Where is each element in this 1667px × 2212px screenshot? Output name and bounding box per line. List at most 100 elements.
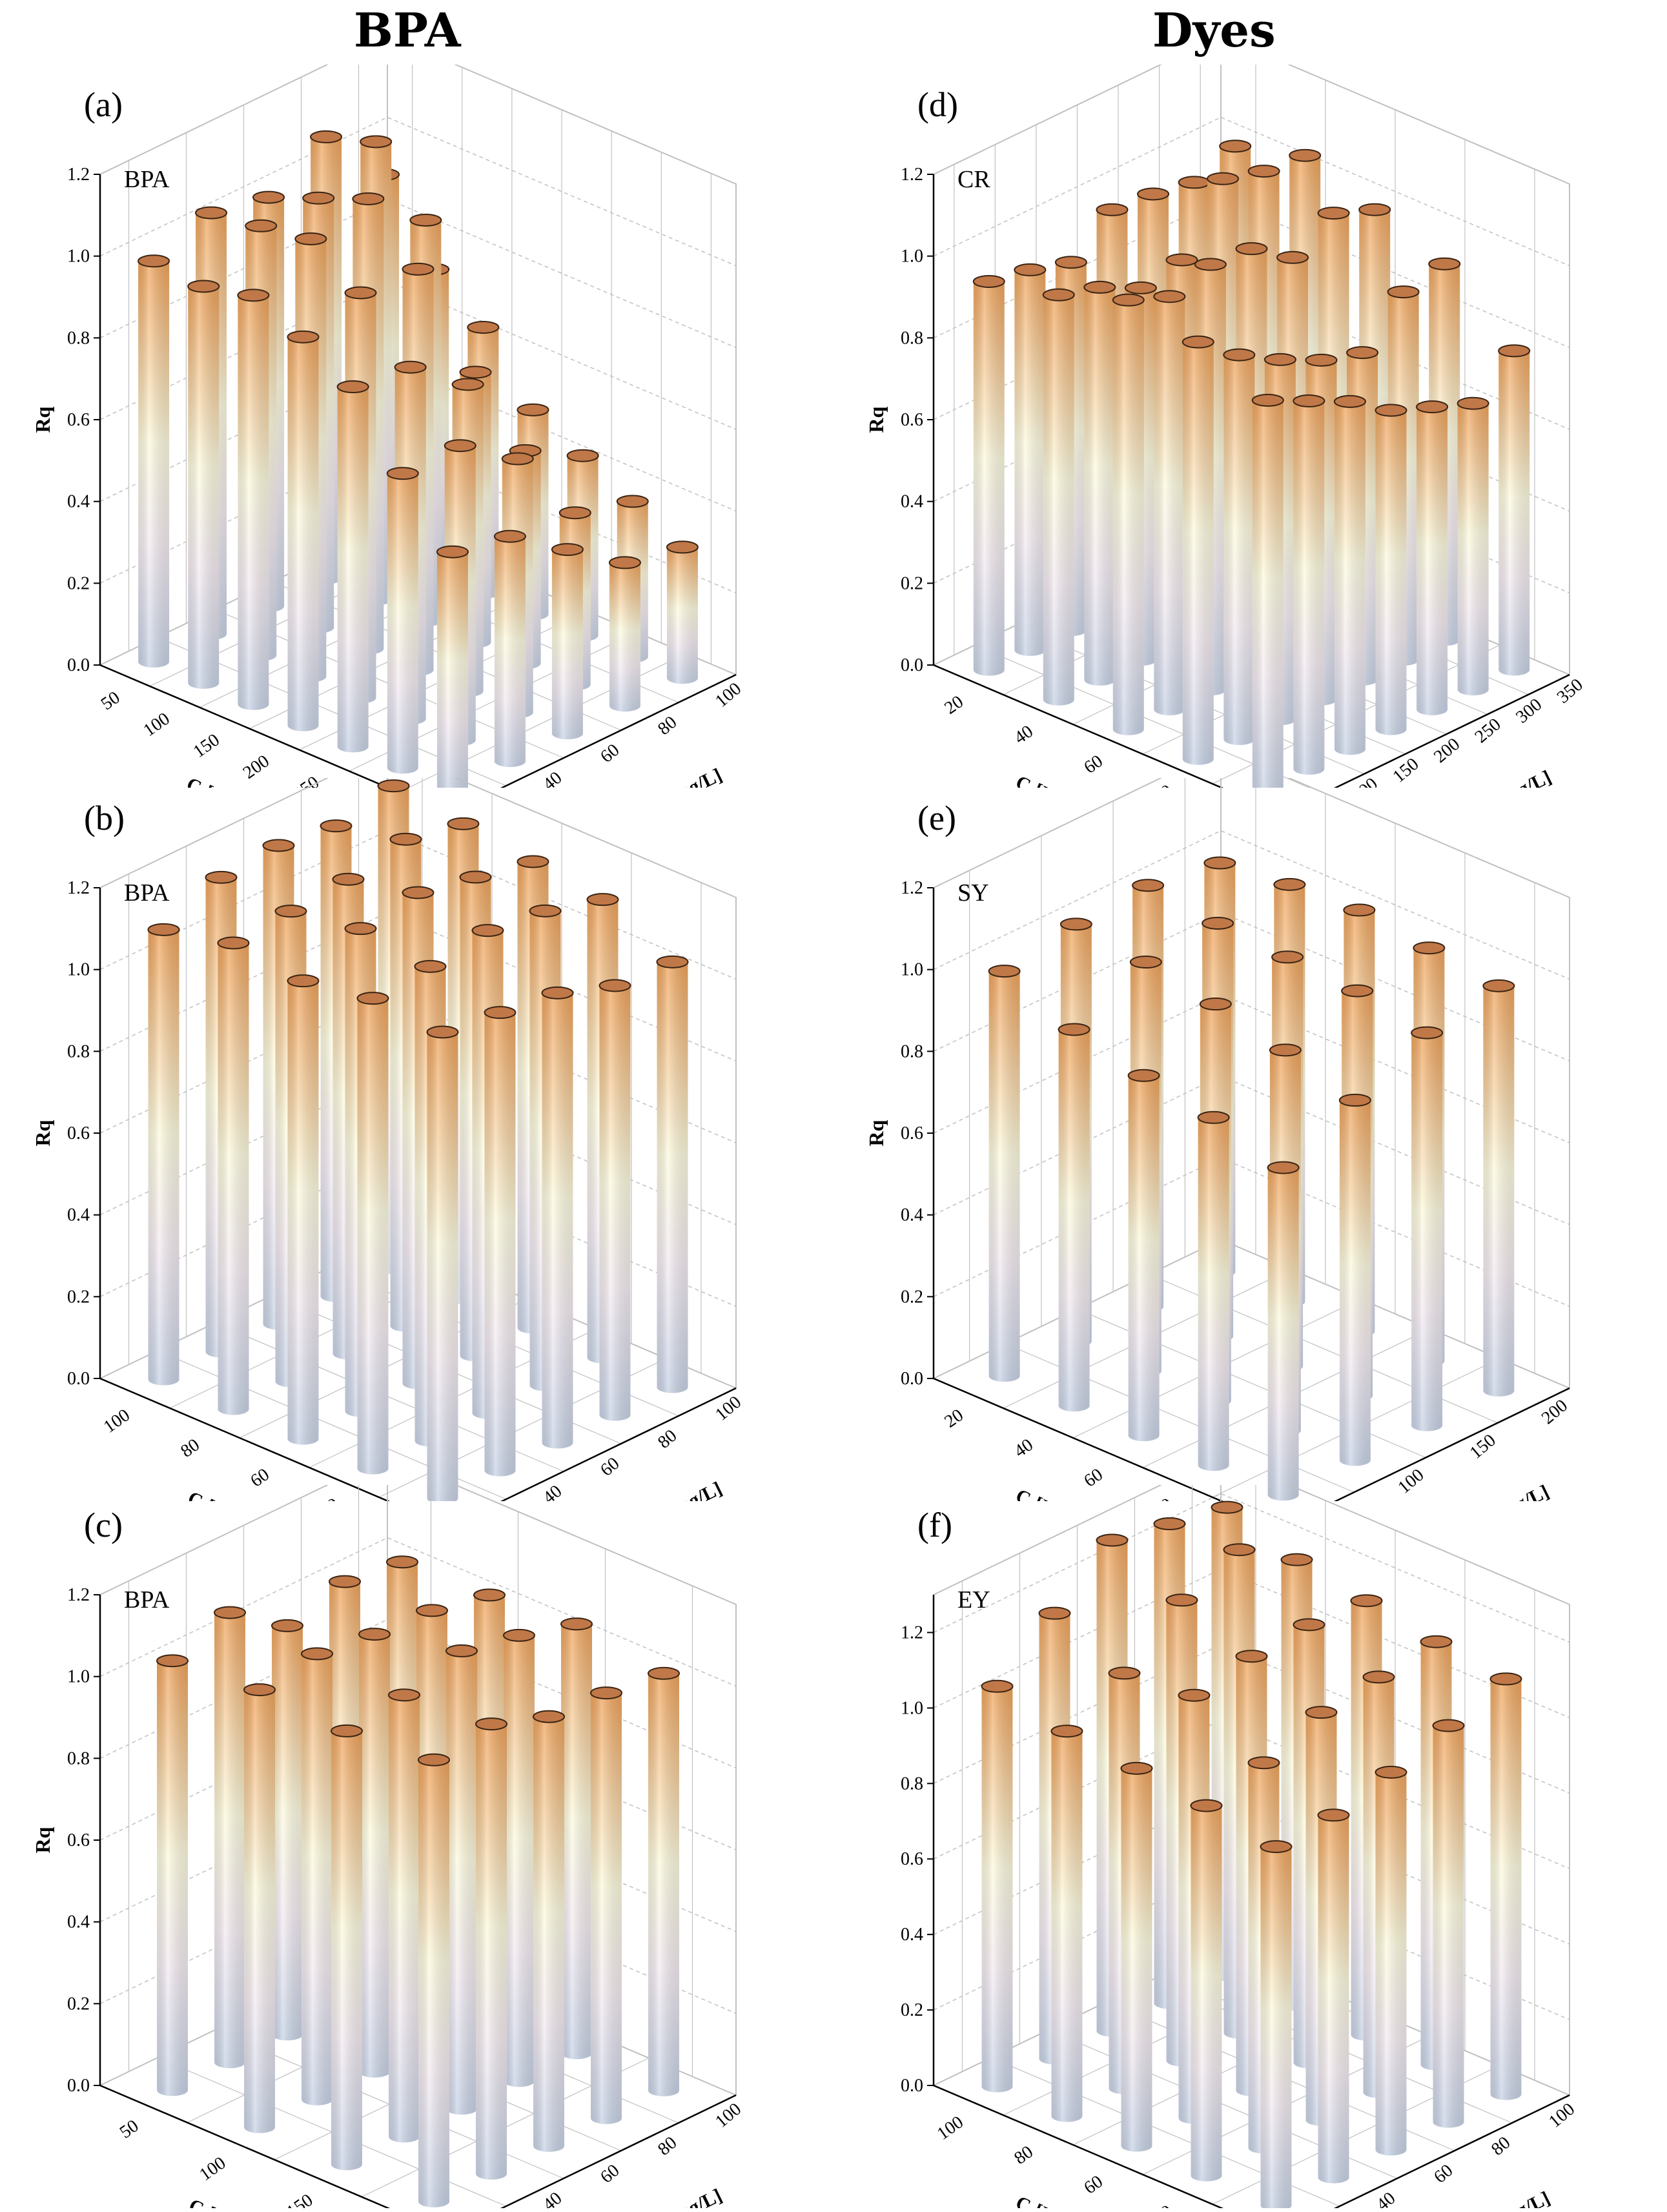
bar-e-0-0	[988, 965, 1021, 1382]
bar-b-0-4	[426, 1025, 459, 1504]
panel-label-d: (d)	[917, 85, 958, 124]
x-tick-label-d-0: 20	[941, 691, 967, 718]
bar-d-5-4	[1457, 396, 1489, 696]
z-tick-label-f-1: 0.2	[901, 2000, 923, 2020]
y-tick-label-b-3: 80	[654, 1426, 680, 1453]
bar-f-0-0	[981, 1679, 1014, 2093]
bar-a-0-0	[138, 254, 170, 668]
x-axis-title-f: C₀[BPA,mg/L]	[1012, 2192, 1130, 2208]
chart-svg-c: 0.00.20.40.60.81.01.25010015020020406080…	[31, 1455, 745, 2212]
bar-c-0-1	[243, 1683, 276, 2133]
y-axis-title-c: C₀[BPA,mg/L]	[609, 2185, 725, 2208]
bar-e-1-4	[1338, 1094, 1371, 1466]
bar-a-0-3	[287, 330, 320, 732]
bar-f-0-3	[1190, 1799, 1223, 2182]
series-label-b: BPA	[124, 879, 170, 906]
panel-label-b: (b)	[84, 799, 125, 837]
z-tick-label-d-4: 0.8	[901, 328, 923, 348]
z-tick-label-c-5: 1.0	[67, 1667, 90, 1687]
z-tick-label-c-6: 1.2	[67, 1585, 90, 1605]
y-tick-label-c-1: 40	[539, 2188, 566, 2208]
z-tick-label-a-4: 0.8	[67, 328, 90, 348]
y-tick-label-f-3: 80	[1488, 2133, 1514, 2160]
z-tick-label-f-2: 0.4	[901, 1925, 923, 1945]
z-axis-title-c: Rq	[31, 1827, 54, 1853]
chart-svg-b: 0.00.20.40.60.81.01.21008060402020406080…	[31, 748, 745, 1551]
bar-e-0-2	[1127, 1069, 1160, 1442]
z-tick-label-a-2: 0.4	[67, 492, 90, 512]
bar-d-1-3	[1223, 348, 1256, 745]
series-label-d: CR	[957, 166, 990, 193]
z-axis-title-e: Rq	[864, 1120, 888, 1146]
z-tick-label-d-5: 1.0	[901, 247, 923, 267]
x-tick-label-f-1: 80	[1010, 2142, 1037, 2168]
z-tick-label-c-2: 0.4	[67, 1912, 90, 1932]
chart-panel-f: 0.00.20.40.60.81.01.21008060402020406080…	[834, 1455, 1667, 2212]
z-tick-label-a-1: 0.2	[67, 573, 90, 593]
bar-c-1-3	[475, 1717, 507, 2180]
x-tick-label-b-1: 80	[177, 1435, 203, 1461]
bar-d-0-3	[1181, 335, 1214, 765]
series-label-a: BPA	[124, 166, 170, 193]
x-tick-label-f-3: 40	[1150, 2201, 1176, 2208]
chart-panel-d: 0.00.20.40.60.81.01.22040608010050100150…	[834, 34, 1667, 843]
chart-svg-e: 0.00.20.40.60.81.01.22040608010050100150…	[864, 748, 1571, 1556]
z-tick-label-d-2: 0.4	[901, 492, 923, 512]
bar-b-3-4	[598, 979, 631, 1421]
bar-c-4-3	[648, 1666, 680, 2096]
column-title-bpa: BPA	[354, 3, 461, 57]
bar-d-0-1	[1042, 288, 1075, 706]
bar-b-1-4	[484, 1006, 516, 1477]
bar-b-4-4	[656, 955, 689, 1393]
bar-c-0-3	[418, 1753, 450, 2207]
bars	[988, 856, 1515, 1501]
z-tick-label-e-1: 0.2	[901, 1287, 923, 1307]
bar-e-0-1	[1058, 1023, 1090, 1412]
z-tick-label-a-5: 1.0	[67, 247, 90, 267]
panel-label-f: (f)	[917, 1506, 952, 1544]
series-label-f: EY	[957, 1586, 990, 1613]
z-tick-label-f-3: 0.6	[901, 1849, 923, 1869]
bar-e-0-3	[1197, 1111, 1230, 1471]
z-tick-label-b-5: 1.0	[67, 960, 90, 980]
z-axis-title-d: Rq	[864, 406, 888, 433]
bar-f-4-4	[1489, 1672, 1522, 2100]
bars	[981, 1500, 1522, 2211]
bar-e-2-4	[1411, 1026, 1444, 1431]
bar-c-2-2	[445, 1644, 478, 2115]
z-tick-label-f-5: 1.0	[901, 1698, 923, 1718]
bar-b-2-4	[541, 986, 574, 1449]
series-label-e: SY	[957, 879, 989, 906]
x-tick-label-c-2: 150	[283, 2190, 316, 2208]
bar-d-1-1	[1083, 280, 1116, 686]
y-tick-label-f-1: 40	[1373, 2188, 1399, 2208]
bar-a-0-2	[237, 289, 270, 710]
z-axis-title-b: Rq	[31, 1120, 54, 1146]
bars	[156, 1555, 680, 2207]
bar-f-2-4	[1375, 1765, 1407, 2156]
bar-c-1-0	[214, 1606, 246, 2069]
z-tick-label-c-3: 0.6	[67, 1830, 90, 1850]
bar-a-4-6	[666, 540, 699, 684]
z-tick-label-b-6: 1.2	[67, 878, 90, 898]
bars	[972, 139, 1531, 795]
bar-b-0-2	[287, 974, 320, 1445]
panel-label-a: (a)	[84, 85, 123, 124]
z-tick-label-b-1: 0.2	[67, 1287, 90, 1307]
chart-svg-f: 0.00.20.40.60.81.01.21008060402020406080…	[901, 1455, 1579, 2212]
z-tick-label-e-2: 0.4	[901, 1205, 923, 1225]
z-tick-label-b-4: 0.8	[67, 1041, 90, 1061]
x-tick-label-e-0: 20	[941, 1405, 967, 1431]
panel-label-e: (e)	[917, 799, 956, 837]
bar-c-1-2	[388, 1688, 420, 2143]
bar-d-2-4	[1333, 394, 1366, 755]
x-tick-label-c-1: 100	[196, 2153, 229, 2185]
bars	[138, 130, 699, 795]
bar-d-1-0	[1014, 263, 1047, 656]
z-tick-label-e-5: 1.0	[901, 960, 923, 980]
z-tick-label-a-3: 0.6	[67, 410, 90, 430]
z-tick-label-a-6: 1.2	[67, 165, 90, 185]
x-tick-label-f-2: 60	[1080, 2171, 1107, 2198]
bar-d-4-4	[1416, 400, 1449, 715]
z-tick-label-e-3: 0.6	[901, 1123, 923, 1143]
